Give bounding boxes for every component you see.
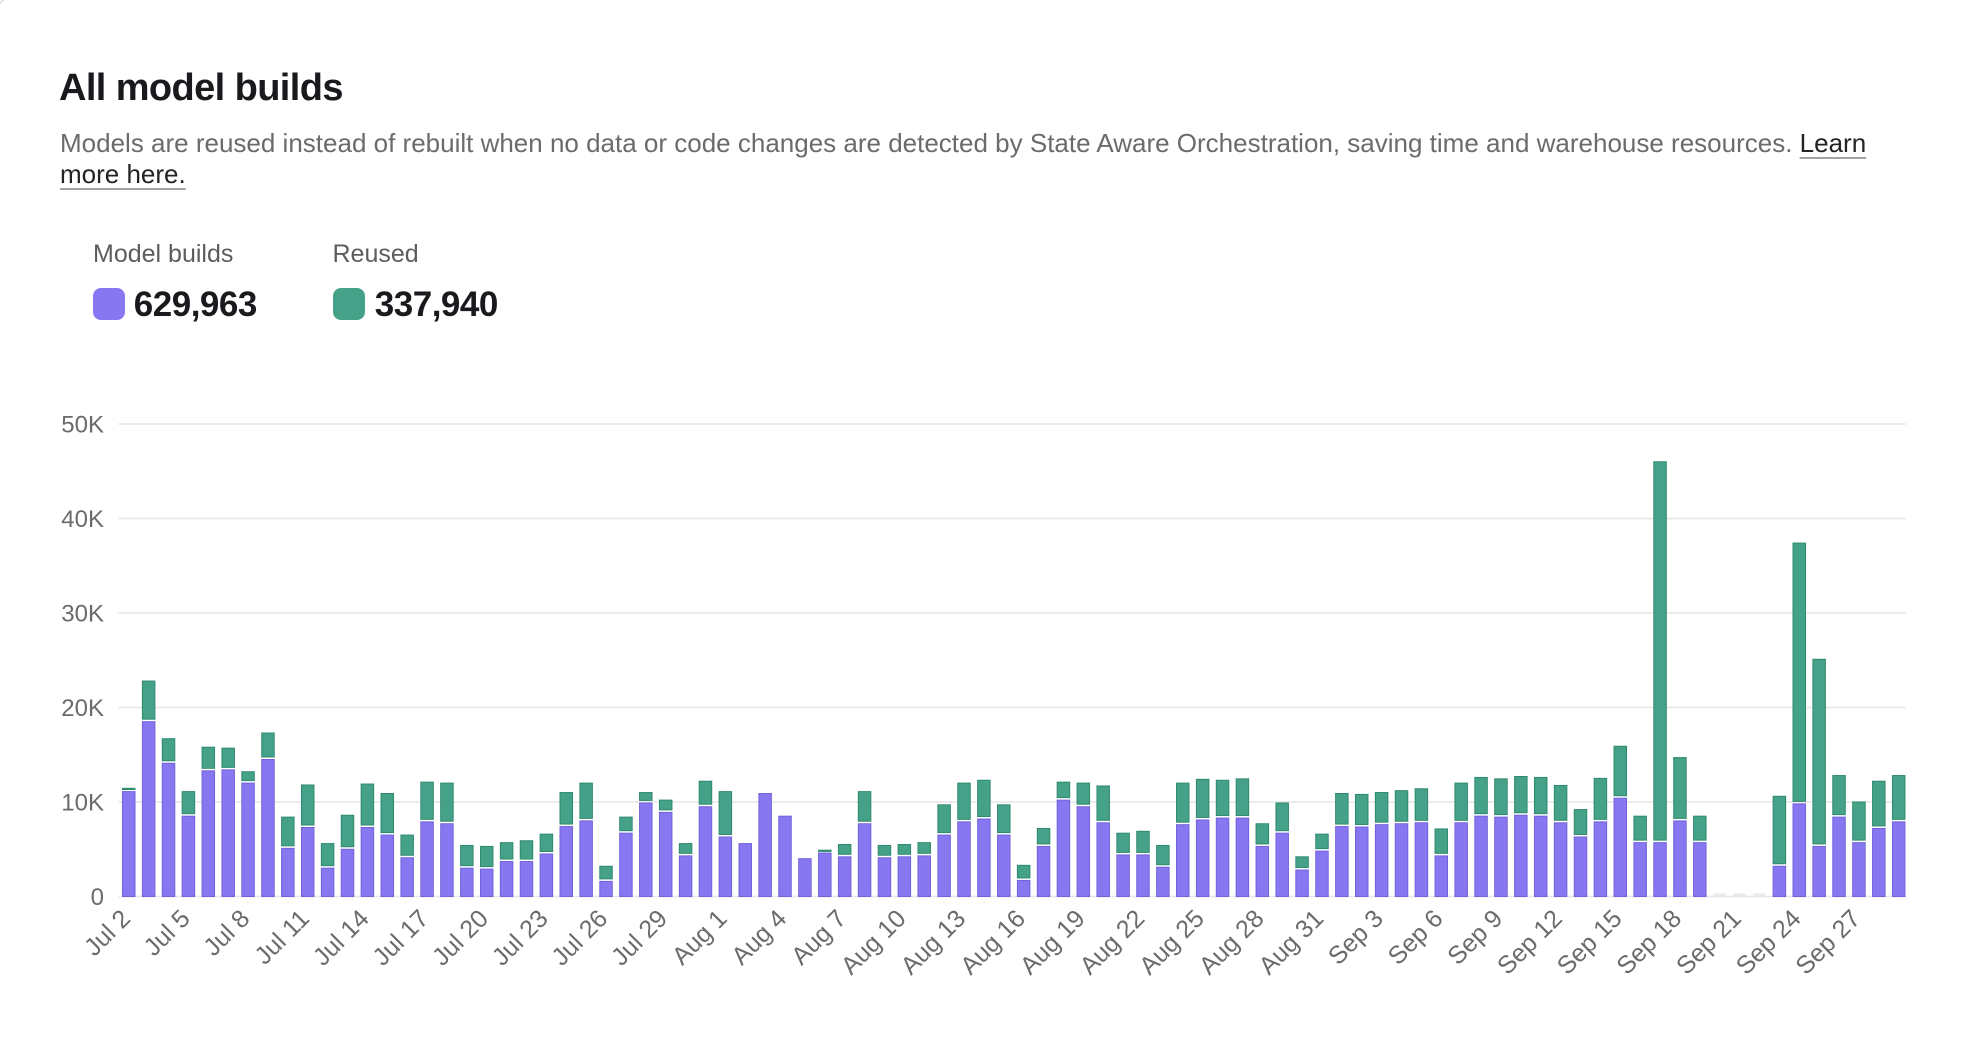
svg-text:Aug 28: Aug 28 bbox=[1194, 904, 1270, 980]
svg-text:Aug 4: Aug 4 bbox=[726, 904, 792, 970]
svg-text:Sep 12: Sep 12 bbox=[1492, 904, 1568, 980]
svg-text:Sep 18: Sep 18 bbox=[1611, 904, 1687, 980]
svg-text:30K: 30K bbox=[61, 601, 104, 628]
svg-text:Jul 5: Jul 5 bbox=[138, 904, 195, 961]
svg-text:10K: 10K bbox=[61, 790, 104, 817]
svg-text:Sep 6: Sep 6 bbox=[1383, 904, 1449, 970]
svg-text:Jul 20: Jul 20 bbox=[427, 904, 494, 971]
svg-text:Jul 8: Jul 8 bbox=[198, 904, 255, 961]
svg-text:Sep 27: Sep 27 bbox=[1790, 904, 1866, 980]
svg-text:Jul 14: Jul 14 bbox=[308, 904, 375, 971]
svg-text:Sep 24: Sep 24 bbox=[1731, 904, 1807, 980]
svg-text:Aug 13: Aug 13 bbox=[895, 904, 971, 980]
svg-text:Aug 19: Aug 19 bbox=[1015, 904, 1091, 980]
svg-text:Sep 21: Sep 21 bbox=[1671, 904, 1747, 980]
svg-text:40K: 40K bbox=[61, 506, 104, 533]
svg-text:Aug 22: Aug 22 bbox=[1074, 904, 1150, 980]
svg-text:Jul 29: Jul 29 bbox=[606, 904, 673, 971]
svg-text:Jul 23: Jul 23 bbox=[487, 904, 554, 971]
svg-text:Jul 2: Jul 2 bbox=[79, 904, 136, 961]
svg-text:Jul 17: Jul 17 bbox=[367, 904, 434, 971]
svg-text:50K: 50K bbox=[61, 412, 104, 439]
svg-text:Sep 3: Sep 3 bbox=[1323, 904, 1389, 970]
svg-text:Aug 16: Aug 16 bbox=[955, 904, 1031, 980]
svg-text:20K: 20K bbox=[61, 695, 104, 722]
svg-text:Aug 25: Aug 25 bbox=[1134, 904, 1210, 980]
svg-text:Sep 15: Sep 15 bbox=[1552, 904, 1628, 980]
svg-text:Aug 1: Aug 1 bbox=[667, 904, 733, 970]
svg-text:Jul 26: Jul 26 bbox=[546, 904, 613, 971]
svg-text:Aug 10: Aug 10 bbox=[836, 904, 912, 980]
svg-text:Jul 11: Jul 11 bbox=[249, 904, 315, 970]
svg-text:Aug 31: Aug 31 bbox=[1253, 904, 1329, 980]
svg-text:0: 0 bbox=[91, 884, 104, 911]
